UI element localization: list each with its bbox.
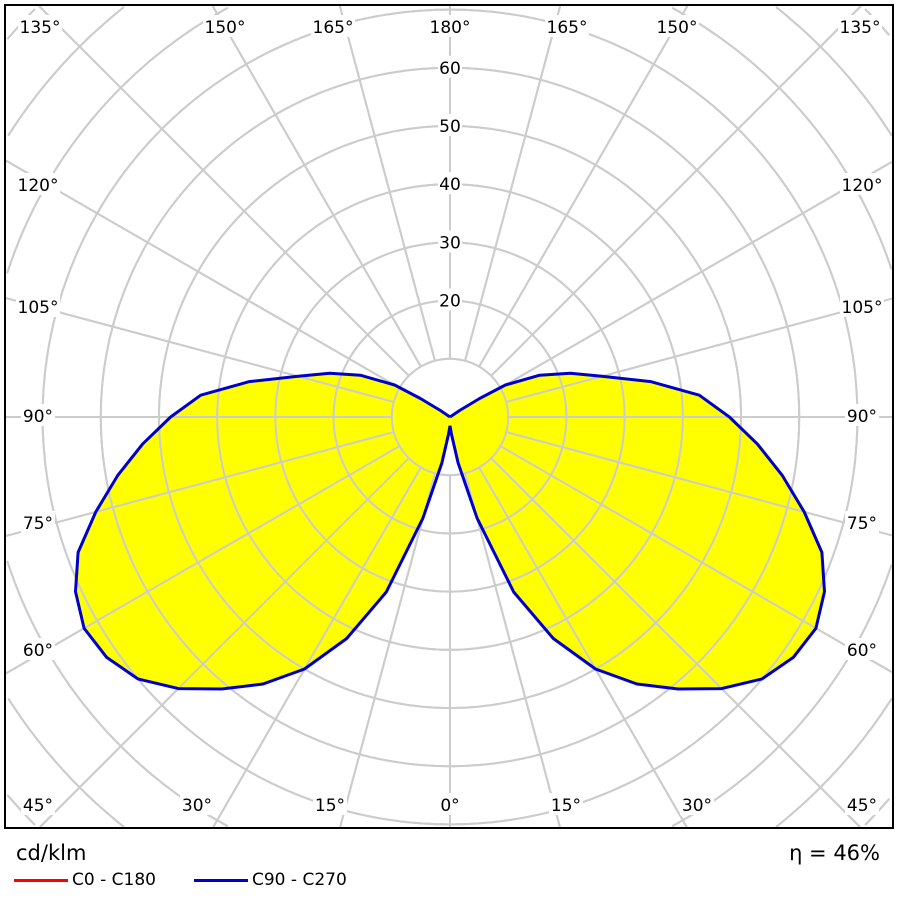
grid-overlay [338,5,436,362]
label-bg [18,15,62,37]
angle-label-left: 75° [23,514,53,534]
grid-overlay [490,457,861,828]
grid-overlay [211,5,422,368]
radial-tick-label: 60 [439,59,461,79]
angle-label-bottom: 30° [682,796,712,816]
angle-label-bottom: 15° [315,796,345,816]
grid-overlay [5,297,395,403]
label-bg [545,15,589,37]
angle-label-right: 105° [842,298,883,318]
grid-overlay [499,445,893,674]
label-bg [428,15,472,37]
grid-overlay [39,457,410,828]
unit-label: cd/klm [16,841,87,865]
angle-label-top: 150° [205,18,246,38]
label-bg [203,15,247,37]
label-bg [845,511,879,533]
label-bg [655,15,699,37]
label-bg [313,793,347,815]
label-bg [438,55,462,78]
angle-label-bottom: 15° [551,796,581,816]
grid-overlay [7,6,893,828]
legend-swatch-blue [194,878,248,882]
grid-overlay [212,466,422,828]
grid-overlay [5,159,401,389]
angle-label-top: 150° [657,18,698,38]
label-bg [21,404,55,426]
grid-overlay [5,445,401,675]
angle-label-bottom: 30° [182,796,212,816]
legend-item-c0-c180: C0 - C180 [14,870,156,890]
grid-overlay [478,5,689,368]
label-bg [21,638,55,660]
legend-item-c90-c270: C90 - C270 [194,870,347,890]
label-bg [16,173,60,195]
legend-swatch-red [14,878,68,882]
label-bg [840,295,884,317]
angle-label-right: 75° [847,514,877,534]
curve-c90 [448,371,826,691]
label-bg [21,793,55,815]
grid-overlay [505,297,893,403]
angle-label-left: 90° [23,407,53,427]
label-bg [438,114,462,136]
label-bg [845,638,879,660]
angle-label-right: 90° [847,407,877,427]
curve-fill [75,373,450,689]
angle-label-left: 60° [23,641,53,661]
label-bg [438,172,462,195]
grid-overlay [499,160,893,389]
curve-c270 [74,371,452,691]
angle-label-top: 135° [20,18,61,38]
label-bg [16,295,60,317]
intensity-curves [5,5,893,828]
legend-label: C0 - C180 [72,870,156,890]
grid-overlay [505,431,893,537]
grid-overlay [464,5,562,362]
grid-overlay [5,431,395,537]
angle-label-left: 120° [18,176,59,196]
label-bg [840,173,884,195]
chart-frame [4,4,894,829]
label-bg [838,15,882,37]
angle-label-top: 165° [547,18,588,38]
radial-tick-label: 50 [439,117,461,137]
angle-label-bottom: 0° [440,796,459,816]
grid-overlay [464,472,561,828]
angle-label-right: 60° [847,641,877,661]
angle-label-top: 180° [430,18,471,38]
efficiency-label: η = 46% [789,841,880,865]
angle-label-right: 120° [842,176,883,196]
radial-tick-label: 40 [439,175,461,195]
angle-labels: 135° 150° 165° 180° 165° 150° 135° 45° 30° 15° 0° 1… [16,15,884,816]
grid-overlay [490,5,862,377]
label-bg [845,793,879,815]
label-bg [680,793,714,815]
label-bg [438,288,462,311]
radial-tick-labels: 20 30 40 50 60 [438,55,462,312]
radial-tick-label: 20 [439,292,461,312]
legend-label: C90 - C270 [252,870,347,890]
label-bg [21,511,55,533]
grid-overlay [478,466,688,828]
label-bg [438,793,462,815]
radial-tick-label: 30 [439,233,461,253]
label-bg [438,230,462,253]
label-bg [845,404,879,426]
angle-label-bottom: 45° [23,796,53,816]
angle-label-bottom: 45° [847,796,877,816]
angle-label-top: 165° [313,18,354,38]
label-bg [180,793,214,815]
grid-overlay [38,5,410,377]
grid-overlay [6,6,893,828]
label-bg [549,793,583,815]
label-bg [311,15,355,37]
angle-label-left: 105° [18,298,59,318]
curve-fill [450,373,825,689]
angle-label-top: 135° [840,18,881,38]
grid-overlay [339,472,436,828]
